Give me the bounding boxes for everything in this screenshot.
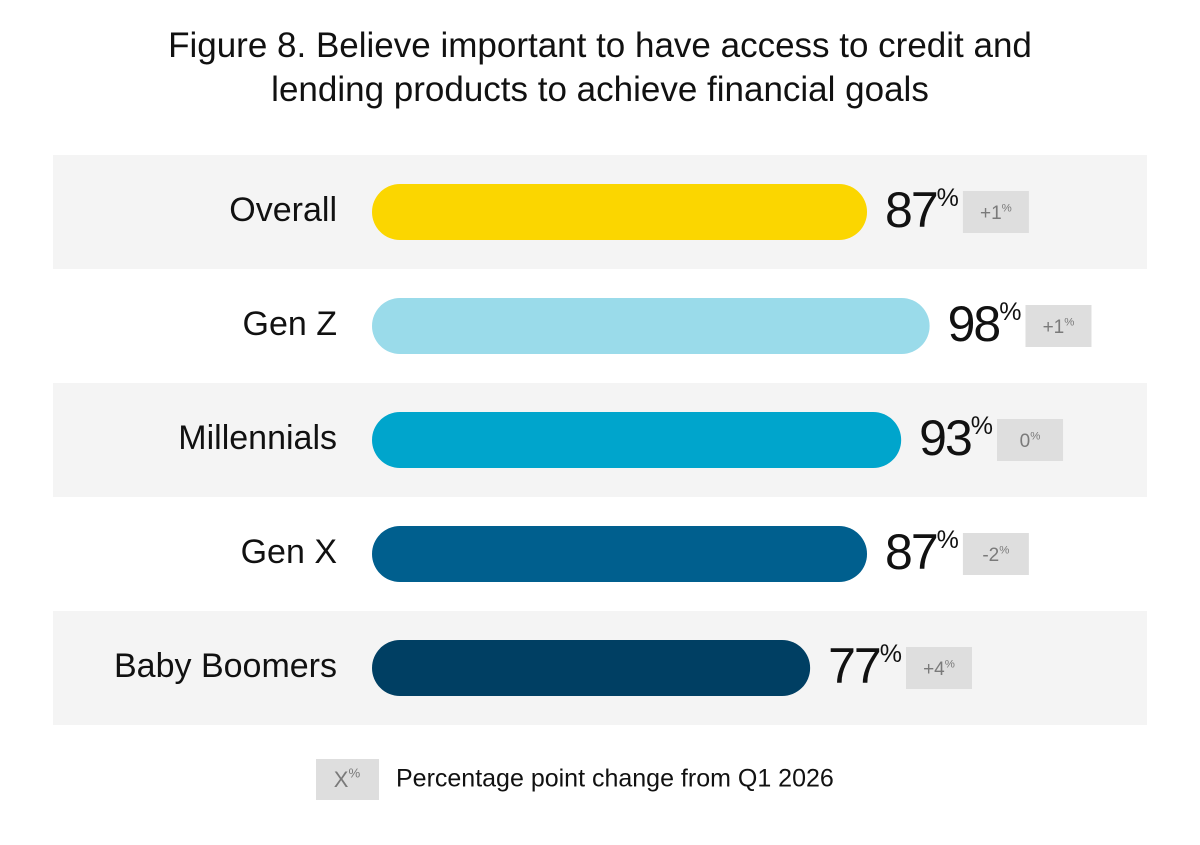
change-label: +1% — [980, 202, 1012, 224]
legend-badge-background — [316, 759, 379, 800]
change-label: +1% — [1043, 316, 1075, 338]
bar — [372, 184, 868, 240]
change-label: -2% — [982, 544, 1009, 566]
badge-background — [997, 419, 1064, 461]
change-badge: +1% — [962, 191, 1029, 233]
bar — [372, 526, 868, 582]
value-label: 87% — [885, 182, 959, 238]
title-box: Figure 8. Believe important to have acce… — [0, 24, 1200, 112]
category-label: Gen X — [241, 533, 337, 571]
change-badge: +1% — [1025, 305, 1092, 347]
chart-title: Figure 8. Believe important to have acce… — [168, 26, 1032, 109]
category-label: Overall — [229, 191, 337, 229]
change-badge: +4% — [905, 647, 972, 689]
badge-background — [962, 191, 1029, 233]
legend-text: Percentage point change from Q1 2026 — [396, 765, 834, 793]
value-label: 93% — [919, 410, 993, 466]
legend-badge: X% — [334, 766, 361, 792]
category-label: Gen Z — [243, 305, 337, 343]
change-label: +4% — [923, 658, 955, 680]
badge-background — [1025, 305, 1092, 347]
bar — [372, 298, 930, 354]
bar — [372, 640, 811, 696]
change-badge: -2% — [962, 533, 1029, 575]
badge-background — [905, 647, 972, 689]
category-label: Baby Boomers — [114, 647, 337, 685]
bar — [372, 412, 902, 468]
category-label: Millennials — [178, 419, 337, 457]
change-badge: 0% — [997, 419, 1064, 461]
value-label: 77% — [828, 638, 902, 694]
value-label: 87% — [885, 524, 959, 580]
change-label: 0% — [1020, 430, 1041, 452]
value-label: 98% — [948, 296, 1022, 352]
badge-background — [962, 533, 1029, 575]
